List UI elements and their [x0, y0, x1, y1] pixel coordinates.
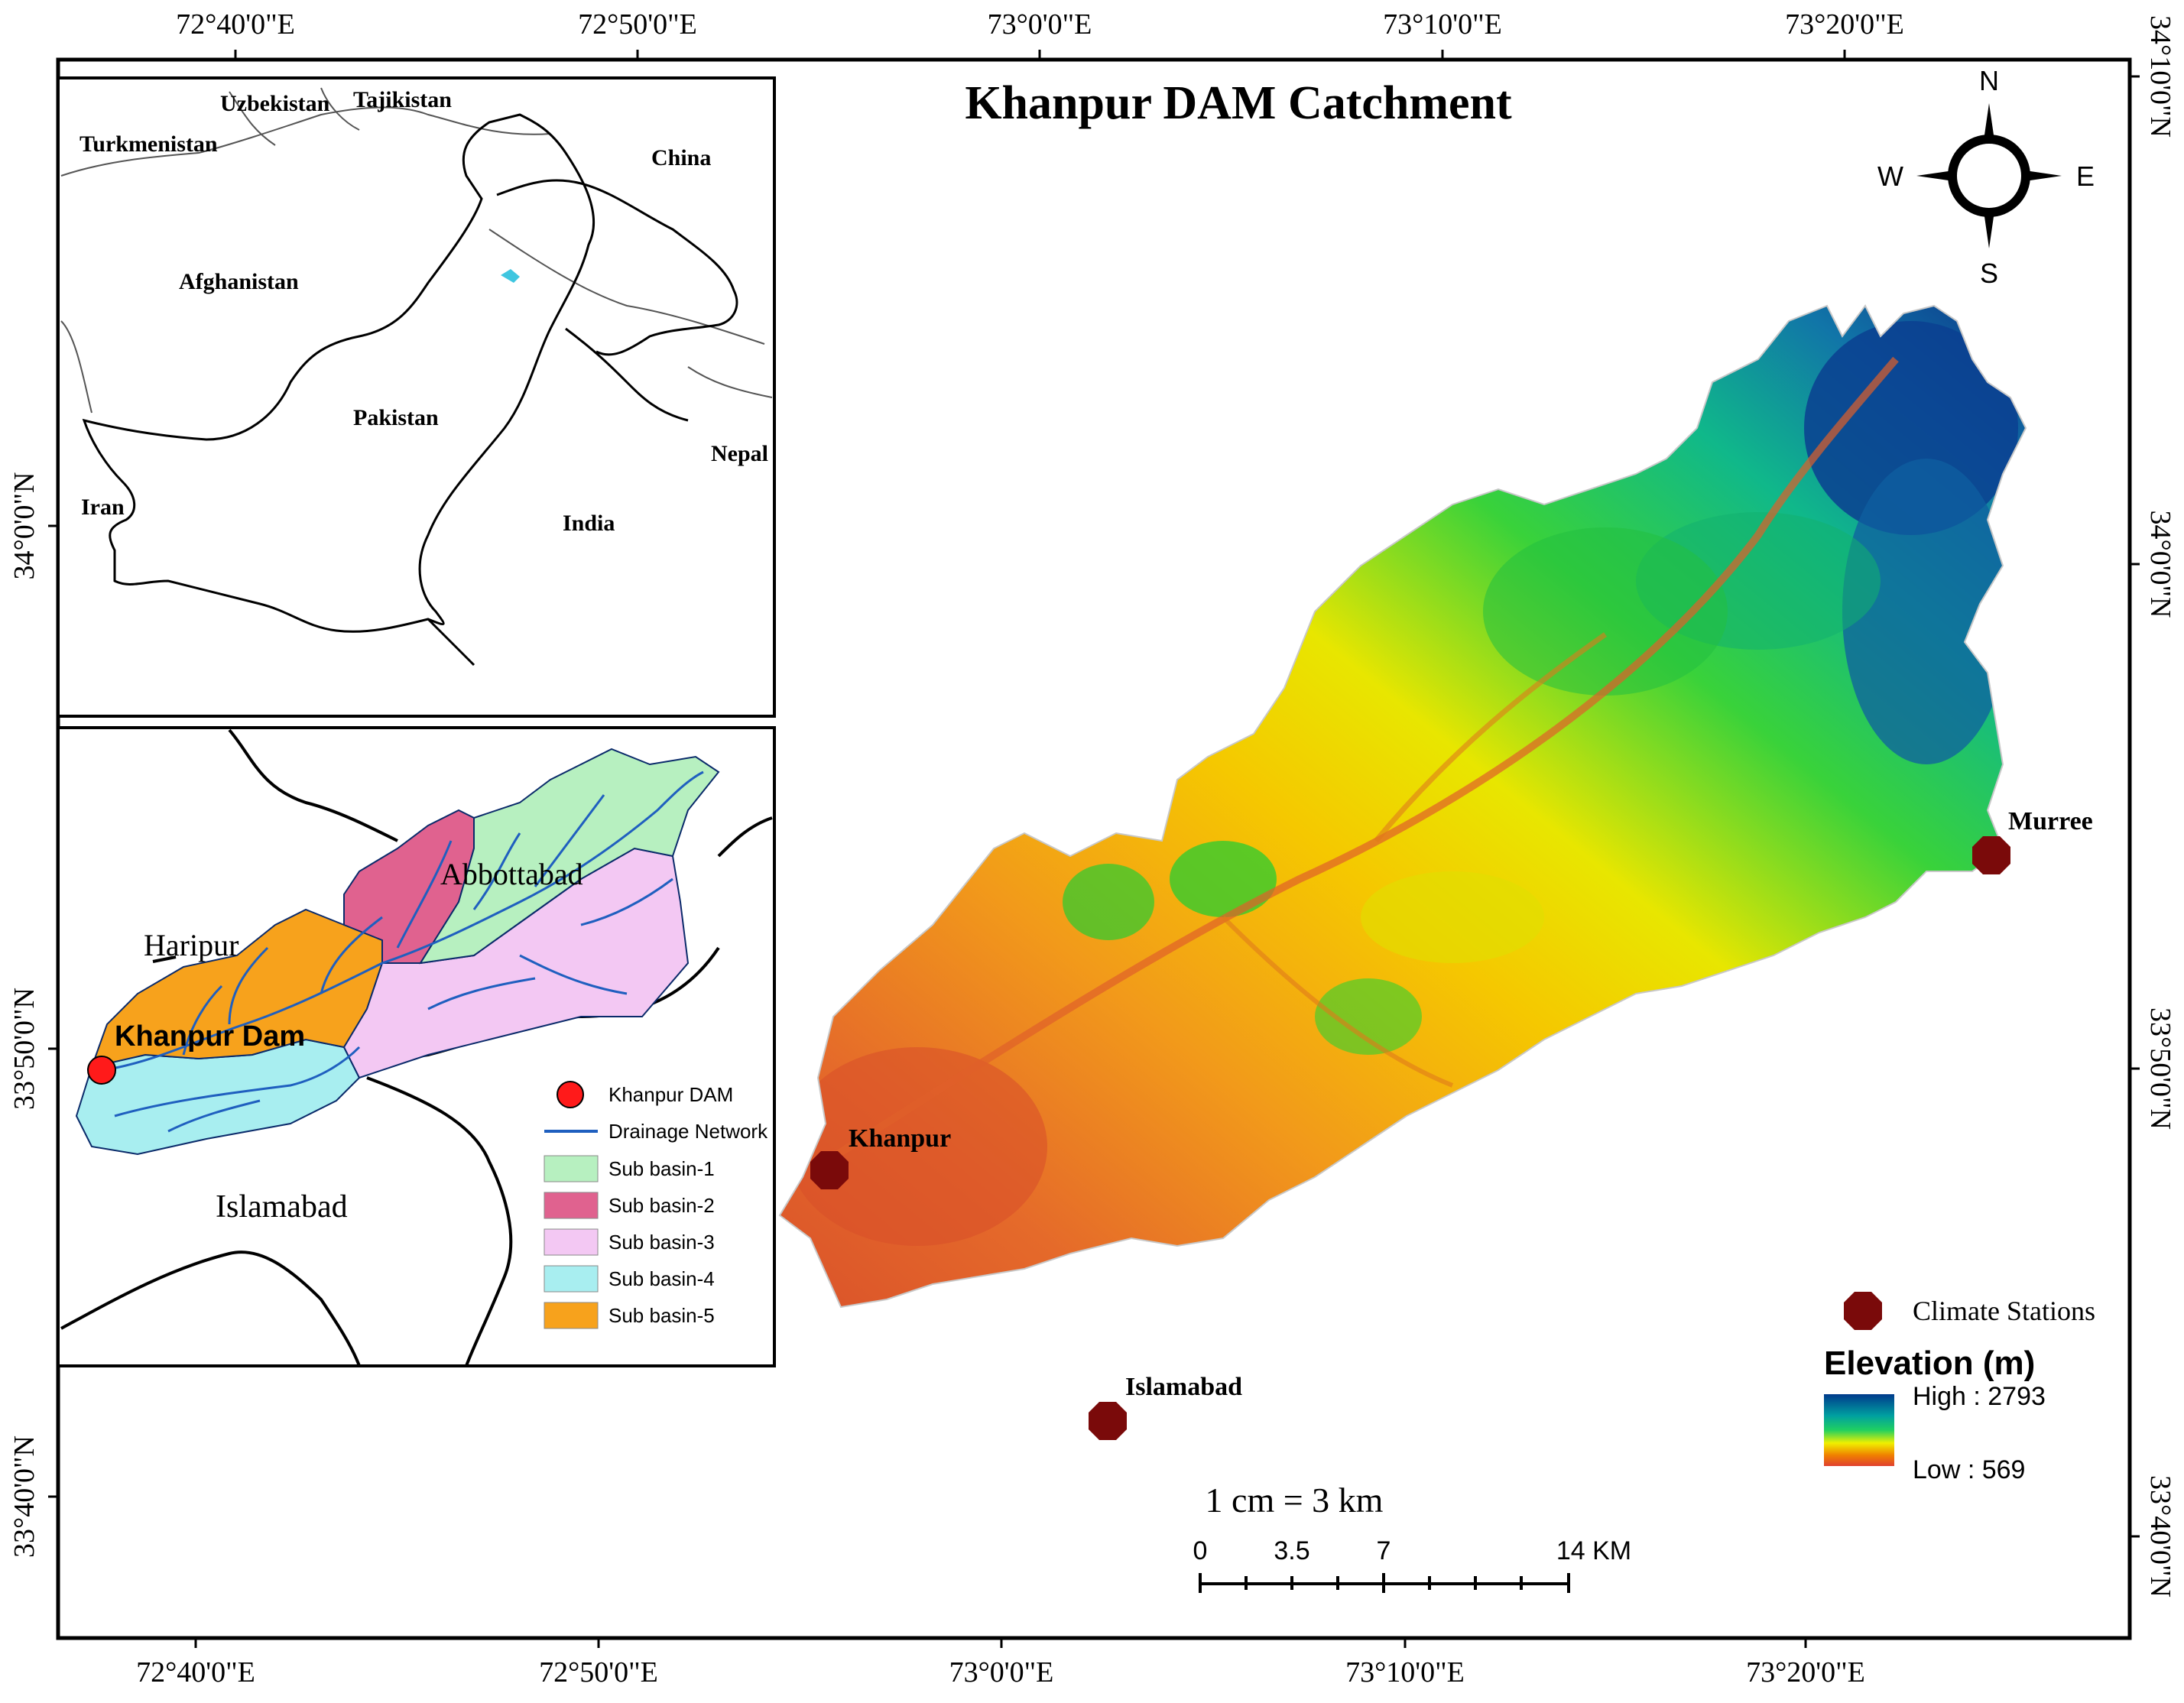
north-arrow: N S E W	[1877, 65, 2095, 289]
compass-n: N	[1979, 65, 1999, 96]
scale-tick-label: 7	[1377, 1536, 1391, 1565]
legend-dam-symbol	[557, 1081, 584, 1108]
subbasin-legend: Khanpur DAM Drainage Network Sub basin-1…	[544, 1081, 768, 1329]
left-axis-label: 33°40'0"N	[8, 1435, 41, 1558]
top-axis-label: 73°20'0"E	[1785, 8, 1904, 41]
country-label: Afghanistan	[179, 269, 299, 294]
compass-s: S	[1980, 258, 1998, 289]
catchment-location-marker	[501, 269, 520, 283]
legend-swatch	[544, 1155, 599, 1182]
station-label: Islamabad	[1125, 1373, 1242, 1401]
legend-swatch	[544, 1228, 599, 1256]
compass-e: E	[2076, 161, 2095, 192]
bottom-axis-label: 73°10'0"E	[1345, 1656, 1465, 1688]
station-khanpur: Khanpur	[810, 1124, 951, 1189]
country-label: Pakistan	[353, 405, 439, 430]
country-label: Iran	[81, 495, 125, 520]
legend-label: Khanpur DAM	[608, 1083, 733, 1106]
country-label: Nepal	[711, 441, 768, 466]
top-axis-label: 72°50'0"E	[578, 8, 697, 41]
legend-label: Sub basin-2	[608, 1194, 715, 1217]
elevation-legend-title: Elevation (m)	[1824, 1345, 2035, 1382]
main-legend: Climate Stations Elevation (m) High : 27…	[1824, 1292, 2095, 1484]
scale-tick-label: 3.5	[1274, 1536, 1309, 1565]
compass-w: W	[1877, 161, 1903, 192]
bottom-axis-label: 72°40'0"E	[136, 1656, 255, 1688]
khanpur-dam-marker	[87, 1056, 116, 1085]
legend-label: Sub basin-3	[608, 1231, 715, 1254]
right-axis-label: 34°0'0"N	[2144, 511, 2176, 618]
country-label: Turkmenistan	[80, 131, 218, 157]
top-axis-label: 73°0'0"E	[988, 8, 1092, 41]
elevation-low-label: Low : 569	[1913, 1455, 2025, 1484]
subbasin-inset: Abbottabad Haripur Islamabad Khanpur Dam…	[57, 726, 776, 1367]
right-axis-label: 34°10'0"N	[2144, 15, 2176, 138]
place-label: Islamabad	[216, 1189, 348, 1225]
station-legend-symbol	[1844, 1292, 1882, 1330]
scale-bar: 1 cm = 3 km 0 3.5 7 14 KM	[1193, 1481, 1631, 1593]
sub-basin-1	[419, 748, 720, 965]
overview-inset: Uzbekistan Tajikistan Turkmenistan China…	[57, 76, 776, 718]
place-label: Haripur	[144, 928, 239, 962]
elevation-high-label: High : 2793	[1913, 1382, 2046, 1411]
map-title: Khanpur DAM Catchment	[965, 77, 1512, 129]
top-axis-label: 72°40'0"E	[176, 8, 295, 41]
right-axis-label: 33°50'0"N	[2144, 1007, 2176, 1130]
left-axis-label: 34°0'0"N	[8, 472, 41, 580]
graticule-ticks	[48, 50, 2140, 1648]
drainage-network	[102, 770, 704, 1133]
station-islamabad: Islamabad	[1089, 1373, 1242, 1440]
legend-swatch	[544, 1192, 599, 1219]
scale-tick-label: 14 KM	[1556, 1536, 1631, 1565]
station-murree: Murree	[1972, 807, 2093, 874]
bottom-axis-label: 72°50'0"E	[539, 1656, 658, 1688]
station-legend-label: Climate Stations	[1913, 1296, 2095, 1326]
scale-ratio-text: 1 cm = 3 km	[1206, 1481, 1384, 1520]
country-label: China	[651, 145, 711, 170]
station-label: Murree	[2008, 807, 2093, 835]
country-label: Uzbekistan	[220, 91, 330, 116]
legend-label: Sub basin-4	[608, 1267, 715, 1290]
scale-tick-label: 0	[1193, 1536, 1208, 1565]
legend-label: Drainage Network	[608, 1120, 768, 1143]
station-label: Khanpur	[849, 1124, 951, 1153]
legend-label: Sub basin-1	[608, 1157, 715, 1180]
country-label: Tajikistan	[353, 87, 452, 112]
left-axis-label: 33°50'0"N	[8, 988, 41, 1110]
bottom-axis-label: 73°0'0"E	[949, 1656, 1054, 1688]
elevation-dem	[779, 305, 2027, 1308]
bottom-axis-label: 73°20'0"E	[1746, 1656, 1865, 1688]
legend-swatch	[544, 1265, 599, 1293]
climate-stations: Murree Khanpur Islamabad	[810, 807, 2093, 1440]
legend-swatch	[544, 1302, 599, 1329]
legend-label: Sub basin-5	[608, 1304, 715, 1327]
place-label: Abbottabad	[440, 857, 583, 891]
dam-label: Khanpur Dam	[115, 1020, 305, 1053]
top-axis-label: 73°10'0"E	[1383, 8, 1502, 41]
right-axis-label: 33°40'0"N	[2144, 1475, 2176, 1598]
elevation-color-ramp	[1824, 1394, 1894, 1466]
country-label: India	[563, 511, 615, 536]
